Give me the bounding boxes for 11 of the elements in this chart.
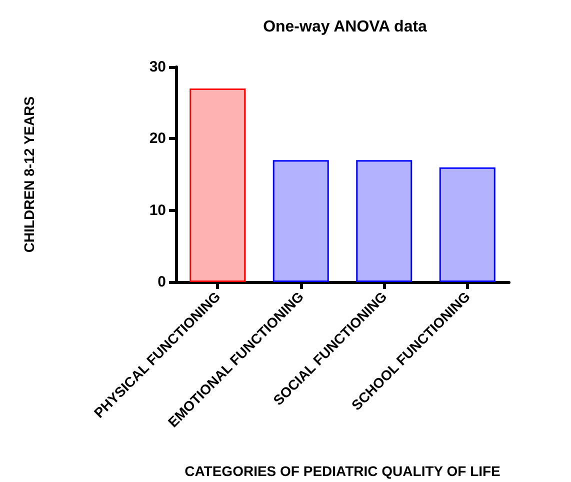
y-tick-label: 0	[158, 274, 166, 290]
x-axis-title: CATEGORIES OF PEDIATRIC QUALITY OF LIFE	[184, 463, 500, 479]
bar	[439, 167, 496, 282]
y-tick-label: 30	[149, 58, 166, 76]
y-tick-label: 20	[149, 130, 166, 148]
y-axis-title: CHILDREN 8-12 YEARS	[21, 96, 37, 253]
y-tick-label: 10	[149, 202, 166, 219]
bar	[272, 160, 329, 282]
bar	[190, 88, 246, 282]
chart-title: One-way ANOVA data	[263, 18, 428, 36]
bar	[356, 160, 412, 282]
